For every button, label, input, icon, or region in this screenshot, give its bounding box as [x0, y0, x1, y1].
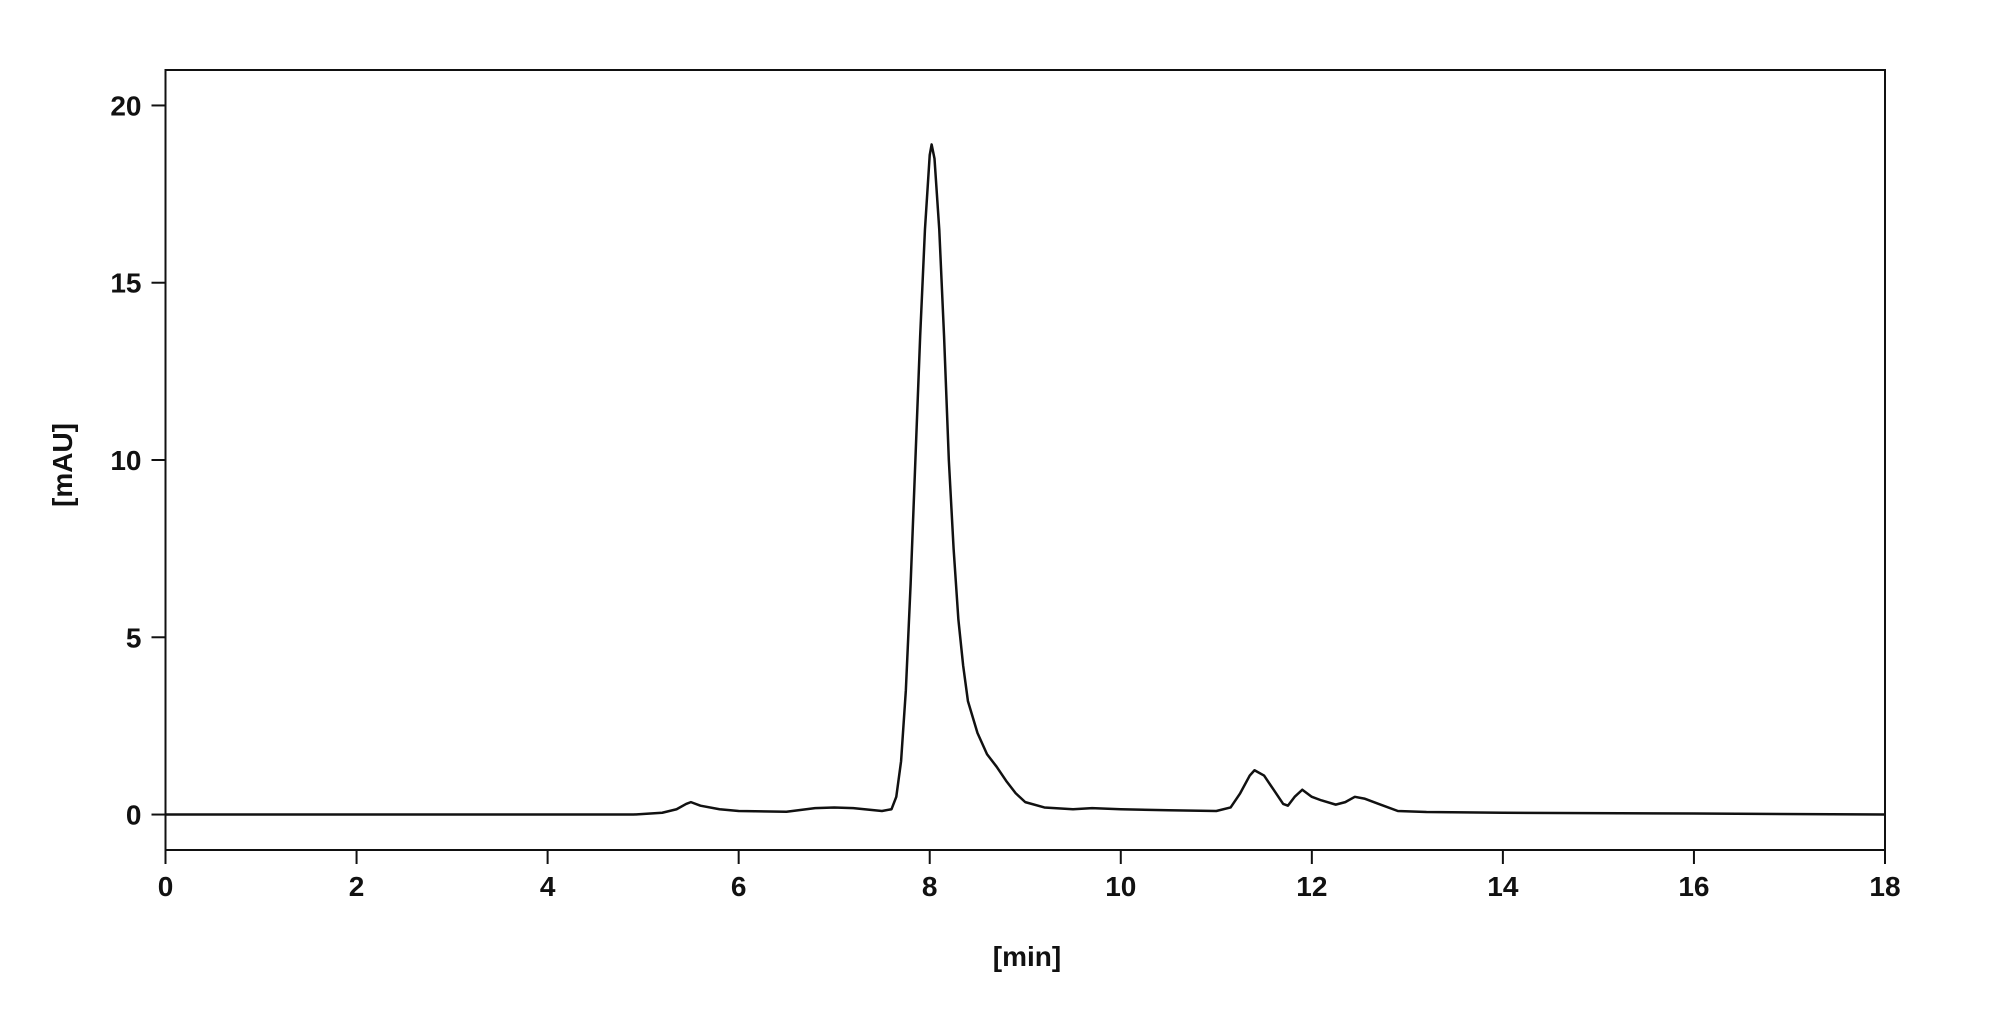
y-tick-label: 5: [126, 622, 142, 653]
x-axis-label: [min]: [993, 941, 1061, 972]
x-tick-label: 6: [731, 871, 747, 902]
x-tick-label: 12: [1296, 871, 1327, 902]
y-tick-label: 0: [126, 800, 142, 831]
signal-line: [165, 143, 1886, 816]
x-tick-label: 0: [158, 871, 174, 902]
y-tick-label: 10: [110, 445, 141, 476]
y-axis-label: [mAU]: [47, 423, 78, 507]
x-tick-label: 16: [1678, 871, 1709, 902]
x-tick-label: 18: [1869, 871, 1900, 902]
x-tick-label: 2: [349, 871, 365, 902]
plot-frame: [164, 69, 1886, 851]
y-tick-label: 20: [110, 90, 141, 121]
y-tick-label: 15: [110, 268, 141, 299]
x-tick-label: 10: [1105, 871, 1136, 902]
x-tick-label: 14: [1487, 871, 1519, 902]
x-tick-label: 4: [540, 871, 556, 902]
x-tick-label: 8: [922, 871, 938, 902]
